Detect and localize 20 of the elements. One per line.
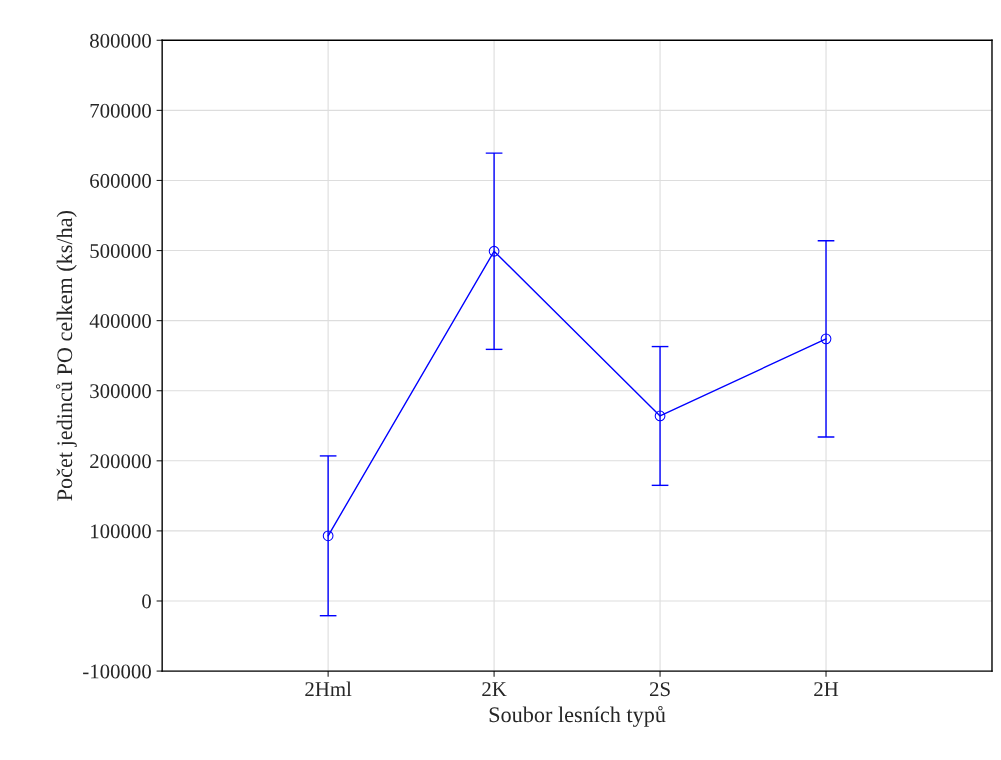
point bbox=[488, 245, 500, 257]
x-axis-title: Soubor lesních typů bbox=[489, 705, 666, 727]
point bbox=[820, 333, 832, 345]
point bbox=[654, 410, 666, 422]
x-tick-label: 2H bbox=[814, 682, 839, 696]
y-tick-label: -100000 bbox=[83, 664, 151, 679]
y-tick-label: 500000 bbox=[90, 243, 151, 258]
y-tick-label: 800000 bbox=[90, 33, 151, 48]
x-tick-label: 2K bbox=[482, 682, 507, 696]
x-tick-label: 2S bbox=[649, 682, 670, 697]
y-tick-label: 0 bbox=[142, 594, 151, 609]
point bbox=[322, 530, 334, 542]
x-tick-label: 2Hml bbox=[305, 681, 352, 696]
y-tick-label: 600000 bbox=[90, 173, 151, 188]
y-tick-label: 100000 bbox=[91, 524, 151, 539]
y-tick-label: 700000 bbox=[90, 103, 151, 118]
y-axis-title: Počet jedinců PO celkem (ks/ha) bbox=[55, 211, 77, 501]
y-tick-label: 400000 bbox=[89, 314, 151, 329]
y-tick-label: 200000 bbox=[90, 454, 151, 469]
y-tick-label: 300000 bbox=[90, 384, 151, 399]
